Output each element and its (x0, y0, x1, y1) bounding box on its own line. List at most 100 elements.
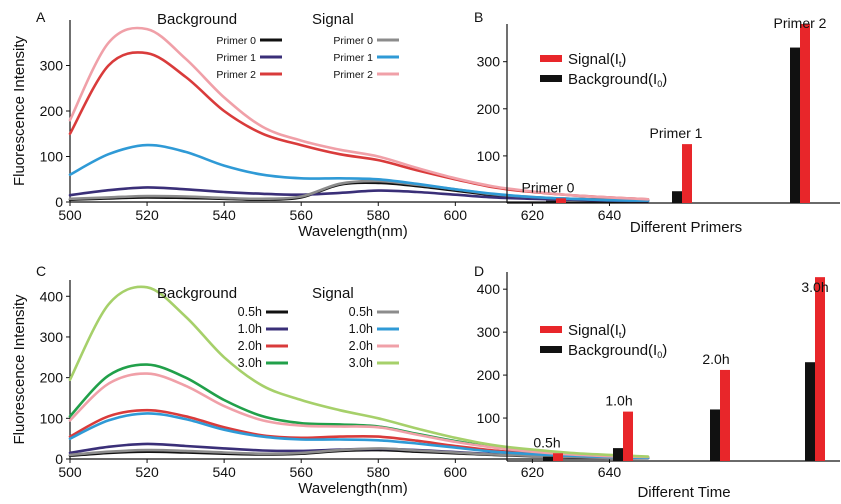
y-tick-label: 0 (55, 194, 63, 210)
y-tick-label: 200 (40, 370, 64, 386)
x-tick-label: 540 (212, 464, 236, 480)
y-axis-title: Fluorescence Intensity (11, 294, 28, 445)
legend-entry-label: 3.0h (349, 356, 373, 370)
legend-entry-label: Primer 2 (216, 69, 256, 81)
legend-swatch-signal (540, 326, 562, 333)
y-tick-label: 200 (477, 367, 501, 383)
y-tick-label: 400 (40, 288, 64, 304)
bar-category-label: 0.5h (533, 434, 560, 450)
bar-background (805, 362, 815, 461)
bar-signal (800, 24, 810, 203)
legend-swatch-background (540, 75, 562, 82)
series-line (68, 447, 650, 460)
legend-entry-label: Primer 1 (333, 52, 373, 64)
panel-label: D (474, 263, 484, 279)
x-tick-label: 560 (290, 207, 314, 223)
y-axis-title: Fluorescence Intensity (11, 35, 28, 186)
x-tick-label: 620 (521, 207, 545, 223)
bar-signal (553, 453, 563, 461)
legend-entry-label: Primer 1 (216, 52, 256, 64)
bar-background (546, 200, 556, 203)
legend-entry-label: 0.5h (238, 305, 262, 319)
panel-label: A (36, 9, 46, 25)
legend-background-label: Background(I0) (568, 342, 667, 360)
legend-entry-label: 2.0h (238, 339, 262, 353)
bar-category-label: 2.0h (702, 351, 729, 367)
bar-background (672, 191, 682, 203)
legend-entry-label: Primer 2 (333, 69, 373, 81)
x-axis-title: Wavelength(nm) (298, 480, 407, 497)
x-axis-title: Different Time (637, 484, 730, 501)
y-tick-label: 300 (40, 58, 64, 74)
legend-entry-label: 1.0h (238, 322, 262, 336)
y-tick-label: 300 (477, 324, 501, 340)
legend-entry-label: 2.0h (349, 339, 373, 353)
bar-category-label: 3.0h (801, 279, 828, 295)
bar-background (613, 448, 623, 461)
bar-signal (623, 411, 633, 461)
legend-group-title: Background (157, 11, 237, 28)
legend-signal-label: Signal(It) (568, 51, 626, 69)
x-tick-label: 560 (290, 464, 314, 480)
y-tick-label: 0 (55, 451, 63, 467)
series-line (68, 412, 650, 460)
y-tick-label: 400 (477, 281, 501, 297)
series-line (68, 285, 650, 458)
panel-label: B (474, 9, 483, 25)
bar-background (543, 456, 553, 461)
x-tick-label: 600 (444, 464, 468, 480)
legend-group-title: Background (157, 285, 237, 302)
x-axis-title: Different Primers (630, 219, 742, 236)
x-tick-label: 620 (521, 464, 545, 480)
bar-signal (556, 198, 566, 203)
x-tick-label: 520 (135, 207, 159, 223)
x-axis-title: Wavelength(nm) (298, 223, 407, 240)
bar-signal (815, 277, 825, 461)
x-tick-label: 640 (598, 207, 622, 223)
x-tick-label: 600 (444, 207, 468, 223)
y-tick-label: 100 (40, 410, 64, 426)
legend-swatch-signal (540, 55, 562, 62)
x-tick-label: 520 (135, 464, 159, 480)
legend-signal-label: Signal(It) (568, 322, 626, 340)
legend-entry-label: 0.5h (349, 305, 373, 319)
bar-signal (682, 144, 692, 203)
legend-entry-label: Primer 0 (333, 35, 373, 47)
y-tick-label: 100 (477, 410, 501, 426)
legend-background-label: Background(I0) (568, 71, 667, 89)
x-tick-label: 580 (367, 207, 391, 223)
series-line (68, 372, 650, 459)
panel-c: C 500 520 540 560 580 600 620 640 0 100 200 300 400 Wa… (11, 263, 650, 497)
panel-d: D 100 200 300 400 Different Time 0.5h 1.0h 2.0h 3… (474, 263, 840, 501)
y-tick-label: 200 (40, 103, 64, 119)
legend-entry-label: Primer 0 (216, 35, 256, 47)
y-tick-label: 100 (40, 149, 64, 165)
x-tick-label: 540 (212, 207, 236, 223)
y-tick-label: 200 (477, 101, 501, 117)
legend-group-title: Signal (312, 285, 354, 302)
bar-category-label: 1.0h (605, 393, 632, 409)
y-tick-label: 300 (40, 329, 64, 345)
bar-background (790, 47, 800, 204)
bar-category-label: Primer 0 (522, 179, 575, 195)
x-tick-label: 580 (367, 464, 391, 480)
legend-swatch-background (540, 346, 562, 353)
legend-entry-label: 3.0h (238, 356, 262, 370)
y-tick-label: 100 (477, 148, 501, 164)
x-tick-label: 500 (58, 207, 82, 223)
bar-category-label: Primer 1 (650, 125, 703, 141)
y-tick-label: 300 (477, 54, 501, 70)
bar-background (710, 409, 720, 461)
series-line (68, 26, 650, 201)
legend-group-title: Signal (312, 11, 354, 28)
panel-a: A 500 520 540 560 580 600 620 640 0 100 200 300 Wavel… (11, 9, 650, 240)
series-line (68, 143, 650, 202)
bar-signal (720, 369, 730, 461)
x-tick-label: 500 (58, 464, 82, 480)
x-tick-label: 640 (598, 464, 622, 480)
panel-label: C (36, 263, 46, 279)
bar-category-label: Primer 2 (774, 15, 827, 31)
panel-b: B 100 200 300 Different Primers Primer 0 Prime… (474, 9, 840, 236)
legend-entry-label: 1.0h (349, 322, 373, 336)
